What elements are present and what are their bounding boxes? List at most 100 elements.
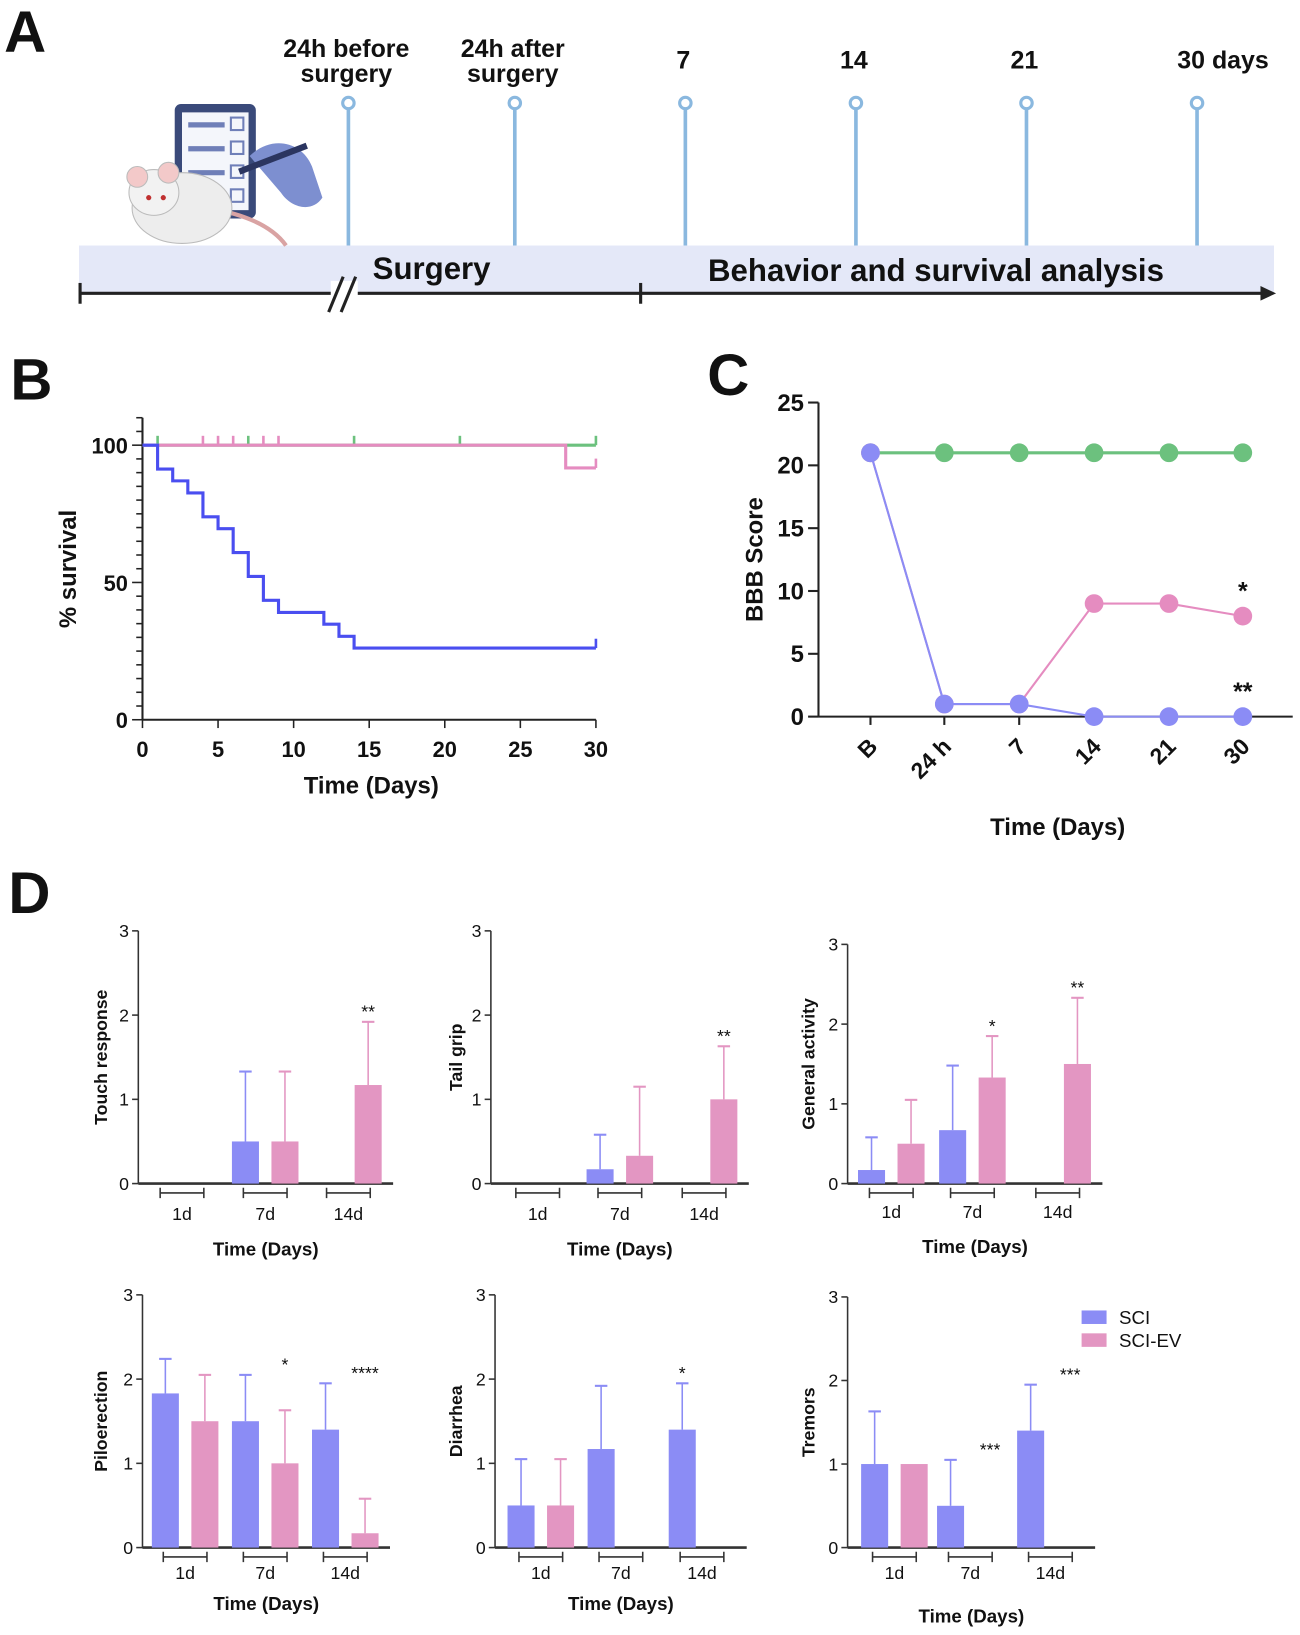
bar-chart-touch-response: 0 1 2 3 Touch response 1d 7d 14d ** Time (Days) (91, 921, 394, 1259)
pen-icon (238, 142, 308, 175)
y-tick-label: 1 (123, 1454, 133, 1474)
bar-chart-tail-grip: 0 1 2 3 Tail grip 1d 7d 14d ** Time (Days) (446, 921, 749, 1259)
y-axis-title: Piloerection (91, 1371, 111, 1472)
bar-chart-piloerection: 0 1 2 3 Piloerection 1d 7d * 14d **** Time (Days) (91, 1285, 390, 1614)
y-tick-label: 25 (777, 390, 804, 417)
y-axis-title: Tremors (798, 1387, 818, 1457)
group-bracket (162, 1551, 208, 1563)
bbb-point (1233, 606, 1253, 626)
group-bracket (598, 1551, 644, 1563)
bar-sci (937, 1505, 965, 1548)
rat-ear (157, 161, 180, 184)
timepoint-label: 24h after (461, 35, 565, 63)
bar-sci (231, 1421, 259, 1548)
legend-label: SCI (1119, 1307, 1150, 1328)
bbb-point (1233, 443, 1253, 463)
rat-with-checklist-icon (126, 104, 323, 247)
y-tick-label: 2 (119, 1005, 129, 1025)
bar-sci-ev (900, 1464, 928, 1548)
bar-sci (939, 1130, 967, 1184)
panel-label-d: D (8, 861, 50, 926)
arrow-head-icon (1260, 286, 1277, 301)
x-tick-label: B (852, 733, 882, 763)
rat-eye (160, 195, 166, 201)
y-tick-label: 100 (91, 434, 127, 459)
bar-chart-diarrhea: 0 1 2 3 Diarrhea 1d 7d 14d * Time (Days) (446, 1285, 747, 1614)
bbb-point (1159, 594, 1179, 613)
significance-marker: * (679, 1363, 686, 1383)
timepoint-label: surgery (467, 60, 559, 88)
x-tick-label: 20 (433, 737, 457, 762)
y-tick-label: 3 (472, 921, 482, 941)
bar-sci-ev (354, 1085, 382, 1184)
y-tick-label: 50 (104, 571, 128, 596)
bbb-line (869, 452, 1243, 706)
y-axis-title: % survival (55, 510, 82, 628)
phase-label-behavior: Behavior and survival analysis (708, 253, 1164, 288)
bbb-point (1084, 443, 1104, 463)
timepoint-label: surgery (301, 60, 393, 88)
x-tick-label: 30 (1218, 733, 1254, 769)
x-tick-label: 14d (1036, 1563, 1066, 1583)
bar-sci (587, 1449, 615, 1548)
bar-sci-ev (978, 1077, 1006, 1184)
x-axis-title: Time (Days) (922, 1236, 1028, 1257)
y-axis-title: BBB Score (741, 497, 768, 622)
y-tick-label: 1 (119, 1090, 129, 1110)
y-axis-title: General activity (798, 998, 818, 1130)
checkbox-icon (229, 188, 245, 203)
bar-sci (231, 1141, 259, 1184)
y-tick-label: 0 (119, 1174, 129, 1194)
rat-ear (126, 165, 149, 188)
significance-marker: * (989, 1016, 996, 1036)
x-axis-title: Time (Days) (213, 1593, 319, 1614)
x-axis-title: Time (Days) (213, 1238, 319, 1259)
panel-label-b: B (10, 347, 52, 412)
x-tick-label: 5 (212, 737, 224, 762)
group-bracket (871, 1551, 918, 1563)
group-bracket (1035, 1187, 1081, 1199)
group-bracket (1027, 1551, 1074, 1563)
significance-marker: **** (351, 1363, 379, 1383)
group-bracket (868, 1187, 914, 1199)
bbb-point (1009, 694, 1029, 714)
y-tick-label: 2 (828, 1371, 838, 1391)
bar-chart-tremors: 0 1 2 3 Tremors 1d 7d *** 14d *** Time (Days) (798, 1287, 1096, 1626)
checkbox-icon (229, 116, 245, 132)
timepoint-pin-head (507, 95, 523, 111)
x-axis-title: Time (Days) (919, 1605, 1025, 1626)
y-tick-label: 2 (476, 1369, 486, 1389)
legend-swatch-sci-ev (1081, 1333, 1107, 1347)
bbb-point (1233, 707, 1253, 726)
y-axis-title: Tail grip (446, 1023, 466, 1091)
x-tick-label: 7 (1004, 733, 1031, 760)
x-tick-label: 1d (528, 1204, 548, 1224)
y-tick-label: 0 (476, 1538, 486, 1558)
bbb-point (1084, 707, 1104, 726)
significance-marker: * (1238, 577, 1248, 605)
timepoint-label: 7 (676, 47, 690, 75)
x-tick-label: 1d (172, 1204, 192, 1224)
group-bracket (515, 1187, 561, 1199)
x-tick-label: 14 (1070, 733, 1107, 770)
y-tick-label: 3 (828, 1287, 838, 1307)
y-tick-label: 0 (472, 1174, 482, 1194)
group-bracket (681, 1187, 727, 1199)
timepoint-label: 24h before (283, 35, 409, 63)
rat-eye (146, 195, 152, 201)
x-tick-label: 14d (334, 1204, 364, 1224)
x-tick-label: 7d (611, 1563, 631, 1583)
y-axis-title: Touch response (91, 989, 111, 1124)
survival-chart: 0 50 100 0 5 10 15 20 25 30 Time (Days) % survival (55, 416, 608, 800)
x-tick-label: 30 (584, 737, 608, 762)
bar-sci (1017, 1430, 1045, 1548)
significance-marker: *** (980, 1440, 1001, 1460)
timepoint-label: 14 (840, 47, 868, 75)
significance-marker: ** (361, 1002, 375, 1022)
bbb-point (1159, 707, 1179, 726)
x-tick-label: 1d (175, 1563, 195, 1583)
timepoint-pin-head (678, 95, 693, 111)
x-tick-label: 10 (281, 737, 305, 762)
x-tick-label: 0 (136, 737, 148, 762)
timepoint-pin-head (848, 95, 864, 111)
